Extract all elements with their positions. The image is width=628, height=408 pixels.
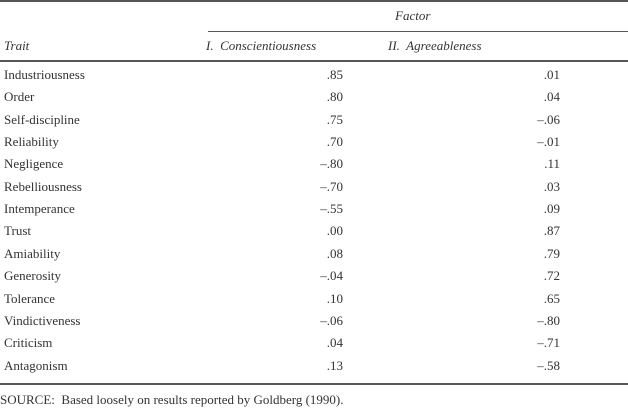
header-rule <box>0 60 628 62</box>
conscientiousness-loading: .80 <box>326 89 343 105</box>
table-row: Criticism .04 –.71 <box>0 335 628 357</box>
agreeableness-loading: .09 <box>543 201 560 217</box>
table-row: Trust .00 .87 <box>0 223 628 245</box>
conscientiousness-loading: .13 <box>326 357 343 373</box>
table-row: Tolerance .10 .65 <box>0 291 628 313</box>
conscientiousness-loading: .70 <box>326 134 343 150</box>
table-row: Order .80 .04 <box>0 89 628 111</box>
table-row: Intemperance –.55 .09 <box>0 201 628 223</box>
trait-name: Vindictiveness <box>4 312 81 328</box>
trait-name: Reliability <box>4 134 59 150</box>
table-row: Rebelliousness –.70 .03 <box>0 179 628 201</box>
table-row: Antagonism .13 –.58 <box>0 358 628 380</box>
trait-name: Amiability <box>4 245 61 261</box>
agreeableness-loading: .03 <box>543 178 560 194</box>
conscientiousness-loading: –.04 <box>320 268 343 284</box>
agreeableness-loading: –.71 <box>537 335 560 351</box>
table-row: Self-discipline .75 –.06 <box>0 112 628 134</box>
conscientiousness-column-header: I. Conscientiousness <box>206 38 317 53</box>
table-row: Vindictiveness –.06 –.80 <box>0 313 628 335</box>
table-row: Industriousness .85 .01 <box>0 67 628 89</box>
conscientiousness-loading: –.70 <box>320 178 343 194</box>
agreeableness-loading: –.06 <box>537 111 560 127</box>
agreeableness-column-header: II. Agreeableness <box>388 38 482 53</box>
conscientiousness-loading: .08 <box>326 245 343 261</box>
spanner-rule <box>208 31 628 32</box>
conscientiousness-loading: –.06 <box>320 312 343 328</box>
agreeableness-loading: –.80 <box>537 312 560 328</box>
trait-name: Antagonism <box>4 357 68 373</box>
trait-name: Generosity <box>4 268 62 284</box>
trait-name: Criticism <box>4 335 53 351</box>
trait-column-header: Trait <box>4 38 30 53</box>
conscientiousness-loading: .85 <box>326 67 343 82</box>
conscientiousness-loading: –.55 <box>320 201 343 217</box>
trait-name: Trust <box>4 223 31 239</box>
trait-name: Intemperance <box>4 201 75 217</box>
trait-name: Rebelliousness <box>4 178 82 194</box>
conscientiousness-loading: .04 <box>326 335 343 351</box>
trait-name: Self-discipline <box>4 111 80 127</box>
agreeableness-loading: –.01 <box>537 134 560 150</box>
trait-name: Negligence <box>4 156 64 172</box>
trait-name: Order <box>4 89 35 105</box>
table-row: Amiability .08 .79 <box>0 246 628 268</box>
top-rule <box>0 0 628 2</box>
agreeableness-loading: .01 <box>543 67 560 82</box>
bottom-rule <box>0 383 628 385</box>
conscientiousness-loading: .10 <box>326 290 343 306</box>
agreeableness-loading: .87 <box>543 223 560 239</box>
conscientiousness-loading: .00 <box>326 223 343 239</box>
trait-name: Industriousness <box>4 67 85 82</box>
agreeableness-loading: .72 <box>543 268 560 284</box>
table-row: Generosity –.04 .72 <box>0 268 628 290</box>
agreeableness-loading: .65 <box>543 290 560 306</box>
factor-spanner-heading: Factor <box>395 8 431 23</box>
conscientiousness-loading: .75 <box>326 111 343 127</box>
agreeableness-loading: .11 <box>544 156 560 172</box>
table-row: Reliability .70 –.01 <box>0 134 628 156</box>
agreeableness-loading: .04 <box>543 89 560 105</box>
conscientiousness-loading: –.80 <box>320 156 343 172</box>
agreeableness-loading: .79 <box>543 245 560 261</box>
table-row: Negligence –.80 .11 <box>0 156 628 178</box>
source-note: SOURCE: Based loosely on results reporte… <box>0 392 344 407</box>
trait-name: Tolerance <box>4 290 56 306</box>
agreeableness-loading: –.58 <box>537 357 560 373</box>
